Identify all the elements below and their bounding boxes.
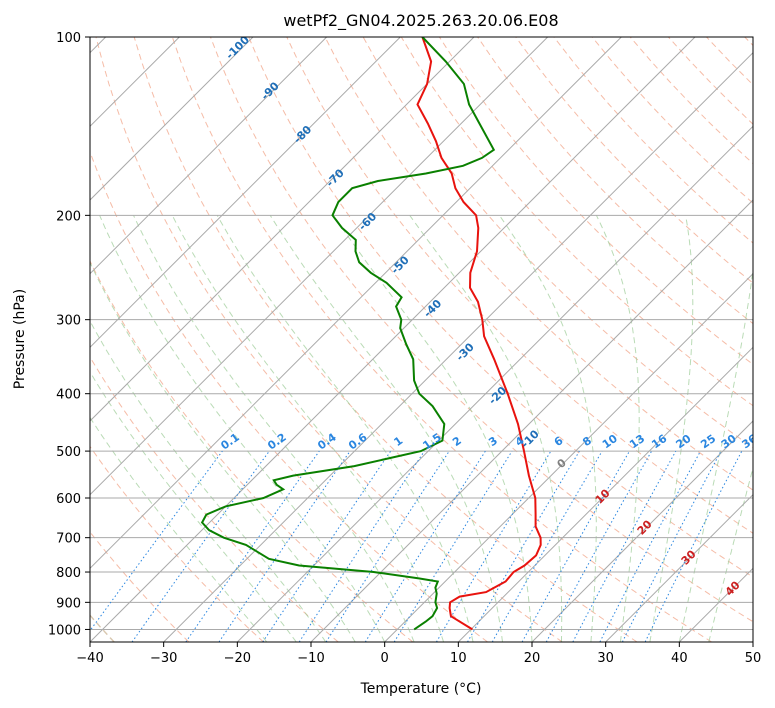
y-tick-label: 500 — [56, 445, 81, 460]
dry-adiabat-line — [210, 37, 753, 623]
moist-adiabat-line — [171, 215, 445, 642]
dry-adiabat-line — [90, 445, 264, 642]
dry-adiabat-line — [90, 356, 339, 642]
x-tick-label: 10 — [450, 651, 467, 666]
plot-frame — [89, 36, 754, 643]
moist-adiabat-line — [409, 215, 563, 642]
mixing-ratio-line — [262, 450, 392, 642]
x-tick-label: 0 — [381, 651, 389, 666]
isotherm-line — [90, 37, 696, 642]
isotherm-line — [605, 493, 753, 642]
dry-adiabat-line — [286, 37, 753, 534]
mixing-ratio-line — [393, 450, 513, 642]
y-axis-label: Pressure (hPa) — [12, 289, 28, 389]
isotherm-line — [90, 37, 401, 349]
moist-adiabat-line — [595, 215, 640, 642]
x-tick-label: 20 — [524, 651, 541, 666]
isotherm-line — [90, 37, 549, 496]
temperature-profile-line — [416, 37, 542, 631]
isotherm-line — [236, 125, 753, 642]
dewpoint-profile-line — [200, 37, 496, 631]
mixing-ratio-line — [298, 450, 425, 642]
mixing-ratio-line — [521, 450, 630, 642]
y-tick-label: 1000 — [48, 623, 81, 638]
mixing-ratio-line — [218, 450, 351, 642]
isotherm-line — [384, 272, 753, 642]
isotherm-line — [90, 37, 622, 570]
dry-adiabat-line — [133, 37, 638, 642]
dry-adiabat-line — [95, 37, 563, 642]
x-tick-label: 40 — [671, 651, 688, 666]
isotherm-line — [163, 51, 753, 642]
moist-adiabat-line — [99, 215, 386, 642]
y-tick-label: 300 — [56, 314, 81, 329]
mixing-ratio-line — [644, 450, 743, 642]
isotherm-line — [90, 37, 475, 422]
x-tick-label: −40 — [76, 651, 103, 666]
y-tick-label: 900 — [56, 596, 81, 611]
moist-adiabat-line — [133, 215, 415, 642]
y-tick-label: 400 — [56, 388, 81, 403]
isotherm-line — [90, 37, 328, 275]
mixing-ratio-line — [325, 450, 450, 642]
moist-adiabat-line — [649, 215, 694, 642]
moist-adiabat-line — [333, 215, 533, 642]
mixing-ratio-line — [131, 450, 270, 642]
dry-adiabat-line — [515, 37, 753, 284]
mixing-ratio-line — [545, 450, 653, 642]
moist-adiabat-line — [90, 320, 327, 642]
isotherm-line — [457, 346, 753, 642]
moist-adiabat-line — [90, 261, 356, 642]
isotherm-line — [310, 199, 753, 642]
y-tick-label: 700 — [56, 532, 81, 547]
axes: −40 −30 −20 −10 0 10 20 30 40 50 100 200 300 400 500 60… — [48, 31, 761, 666]
isotherm-line — [531, 420, 753, 642]
isotherm-line — [90, 37, 254, 201]
y-tick-label: 200 — [56, 209, 81, 224]
moist-adiabat-line — [269, 215, 503, 642]
moist-adiabat-line — [216, 215, 474, 642]
sounding-profiles — [200, 37, 542, 631]
moist-adiabat-line — [90, 370, 297, 642]
mixing-ratio-line — [572, 450, 677, 642]
x-tick-label: 30 — [597, 651, 614, 666]
x-tick-label: −30 — [150, 651, 177, 666]
dry-adiabat-line — [90, 259, 414, 642]
x-tick-label: 50 — [745, 651, 762, 666]
moist-adiabat-line — [678, 266, 753, 642]
background-lines — [90, 37, 753, 642]
dry-adiabat-line — [248, 37, 753, 578]
y-tick-label: 800 — [56, 566, 81, 581]
moist-adiabat-line — [90, 416, 268, 642]
x-tick-label: −20 — [224, 651, 251, 666]
y-tick-label: 600 — [56, 492, 81, 507]
mixing-ratio-line — [90, 450, 223, 632]
x-axis-label: Temperature (°C) — [360, 681, 482, 697]
dry-adiabat-line — [171, 37, 712, 642]
mixing-ratio-line — [185, 450, 320, 642]
y-tick-label: 100 — [56, 31, 81, 46]
x-tick-label: −10 — [297, 651, 324, 666]
chart-title: wetPf2_GN04.2025.263.20.06.E08 — [283, 11, 558, 31]
